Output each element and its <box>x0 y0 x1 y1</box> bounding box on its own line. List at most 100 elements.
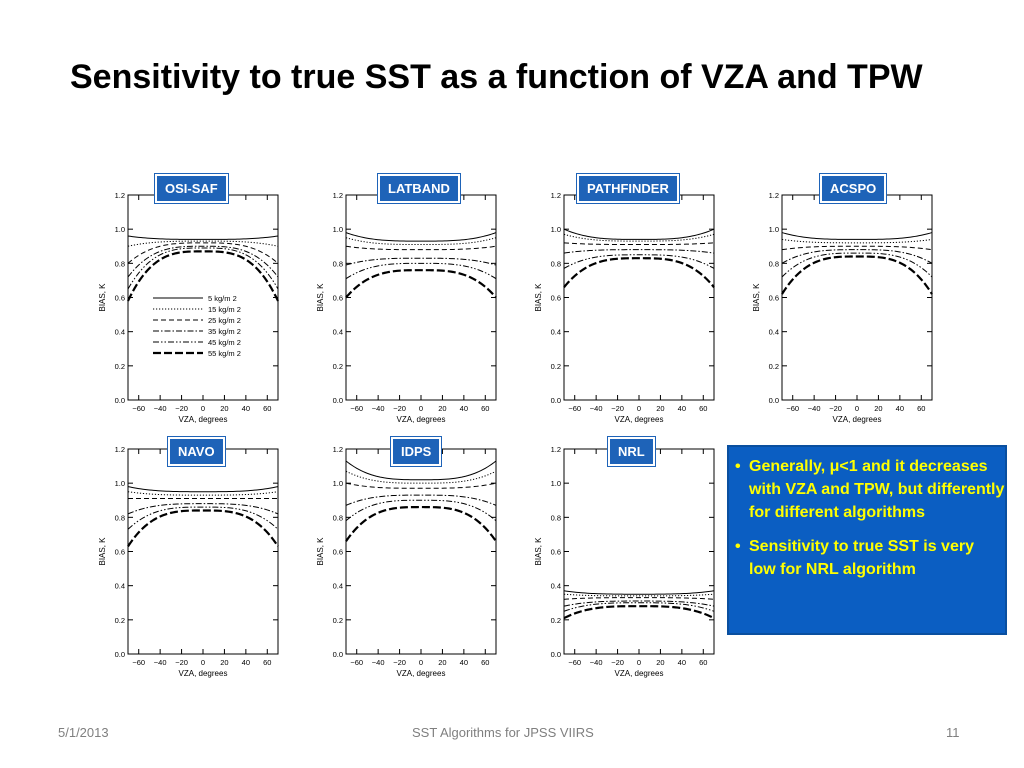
x-tick-label: −60 <box>568 658 581 667</box>
x-tick-label: −60 <box>132 404 145 413</box>
series-line-1 <box>127 486 279 493</box>
chart-svg: 0.0 0.2 0.4 0.6 0.8 1.0 1.2 −60 −40 −20 0 20 40 60 VZA… <box>534 445 715 678</box>
summary-box: • Generally, μ<1 and it decreases with V… <box>727 445 1007 635</box>
x-tick-label: 0 <box>419 404 423 413</box>
series-line-2 <box>127 491 279 496</box>
series-line-5 <box>563 254 715 269</box>
y-tick-label: 1.2 <box>769 191 779 200</box>
legend-label: 45 kg/m 2 <box>208 338 241 347</box>
series-line-4 <box>563 600 715 607</box>
y-tick-label: 0.8 <box>115 513 125 522</box>
chart-osi-saf: 0.0 0.2 0.4 0.6 0.8 1.0 1.2 −60 −40 −20 0 20 40 60 VZA… <box>96 185 286 425</box>
y-tick-label: 0.8 <box>115 259 125 268</box>
chart-svg: 0.0 0.2 0.4 0.6 0.8 1.0 1.2 −60 −40 −20 0 20 40 60 VZA… <box>98 191 279 424</box>
series-line-6 <box>781 255 933 295</box>
x-axis-label: VZA, degrees <box>397 415 446 424</box>
chart-svg: 0.0 0.2 0.4 0.6 0.8 1.0 1.2 −60 −40 −20 0 20 40 60 VZA… <box>752 191 933 424</box>
x-tick-label: −60 <box>350 658 363 667</box>
x-tick-label: −40 <box>808 404 821 413</box>
y-tick-label: 0.6 <box>769 294 779 303</box>
x-tick-label: −20 <box>611 404 624 413</box>
x-tick-label: −40 <box>154 658 167 667</box>
y-tick-label: 1.2 <box>115 191 125 200</box>
x-tick-label: 20 <box>656 404 664 413</box>
y-tick-label: 0.4 <box>333 582 343 591</box>
series-line-3 <box>563 597 715 600</box>
x-tick-label: 40 <box>678 658 686 667</box>
y-axis-label: BIAS, K <box>98 283 107 312</box>
series-line-4 <box>345 257 497 266</box>
series-line-2 <box>563 593 715 597</box>
chart-svg: 0.0 0.2 0.4 0.6 0.8 1.0 1.2 −60 −40 −20 0 20 40 60 VZA… <box>534 191 715 424</box>
x-tick-label: 40 <box>896 404 904 413</box>
series-line-2 <box>345 470 497 484</box>
x-tick-label: 40 <box>460 404 468 413</box>
x-tick-label: 40 <box>678 404 686 413</box>
y-tick-label: 0.8 <box>333 259 343 268</box>
chart-pathfinder: 0.0 0.2 0.4 0.6 0.8 1.0 1.2 −60 −40 −20 0 20 40 60 VZA… <box>532 185 722 425</box>
series-line-5 <box>563 602 715 612</box>
legend-label: 15 kg/m 2 <box>208 305 241 314</box>
x-axis-label: VZA, degrees <box>397 669 446 678</box>
x-tick-label: 40 <box>242 658 250 667</box>
x-tick-label: 40 <box>460 658 468 667</box>
tag-pathfinder: PATHFINDER <box>577 174 679 203</box>
y-tick-label: 0.4 <box>115 328 125 337</box>
legend-label: 55 kg/m 2 <box>208 349 241 358</box>
tag-latband: LATBAND <box>378 174 460 203</box>
chart-svg: 0.0 0.2 0.4 0.6 0.8 1.0 1.2 −60 −40 −20 0 20 40 60 VZA… <box>316 445 497 678</box>
y-tick-label: 0.2 <box>115 616 125 625</box>
x-tick-label: 0 <box>419 658 423 667</box>
tag-idps: IDPS <box>391 437 442 466</box>
series-line-4 <box>563 249 715 254</box>
chart-navo: 0.0 0.2 0.4 0.6 0.8 1.0 1.2 −60 −40 −20 0 20 40 60 VZA… <box>96 439 286 679</box>
series-line-6 <box>563 605 715 620</box>
y-tick-label: 0.6 <box>551 294 561 303</box>
series-line-6 <box>563 257 715 288</box>
chart-acspo: 0.0 0.2 0.4 0.6 0.8 1.0 1.2 −60 −40 −20 0 20 40 60 VZA… <box>750 185 940 425</box>
y-tick-label: 0.8 <box>551 259 561 268</box>
y-tick-label: 0.0 <box>551 396 561 405</box>
legend-label: 5 kg/m 2 <box>208 294 237 303</box>
x-tick-label: 60 <box>917 404 925 413</box>
chart-latband: 0.0 0.2 0.4 0.6 0.8 1.0 1.2 −60 −40 −20 0 20 40 60 VZA… <box>314 185 504 425</box>
x-axis-label: VZA, degrees <box>179 415 228 424</box>
series-line-2 <box>127 240 279 247</box>
y-axis-label: BIAS, K <box>534 283 543 312</box>
x-tick-label: 60 <box>481 658 489 667</box>
y-tick-label: 0.0 <box>769 396 779 405</box>
chart-svg: 0.0 0.2 0.4 0.6 0.8 1.0 1.2 −60 −40 −20 0 20 40 60 VZA… <box>316 191 497 424</box>
y-tick-label: 1.0 <box>115 225 125 234</box>
series-line-1 <box>563 590 715 595</box>
series-line-5 <box>781 252 933 278</box>
series-line-1 <box>781 232 933 240</box>
series-line-2 <box>781 238 933 244</box>
x-tick-label: −20 <box>175 404 188 413</box>
y-tick-label: 1.0 <box>333 225 343 234</box>
x-tick-label: −60 <box>350 404 363 413</box>
plot-frame <box>781 194 933 401</box>
y-tick-label: 0.2 <box>769 362 779 371</box>
x-tick-label: −20 <box>611 658 624 667</box>
series-line-1 <box>345 460 497 481</box>
x-tick-label: 60 <box>699 658 707 667</box>
x-tick-label: 20 <box>220 658 228 667</box>
y-tick-label: 0.6 <box>551 548 561 557</box>
x-tick-label: 0 <box>201 658 205 667</box>
x-tick-label: 0 <box>855 404 859 413</box>
y-axis-label: BIAS, K <box>752 283 761 312</box>
x-tick-label: 0 <box>637 404 641 413</box>
series-line-6 <box>127 250 279 302</box>
y-tick-label: 1.0 <box>551 479 561 488</box>
series-line-1 <box>345 232 497 242</box>
y-tick-label: 0.8 <box>551 513 561 522</box>
plot-frame <box>345 448 497 655</box>
tag-osi-saf: OSI-SAF <box>155 174 228 203</box>
x-tick-label: −20 <box>829 404 842 413</box>
y-tick-label: 0.4 <box>769 328 779 337</box>
x-axis-label: VZA, degrees <box>615 415 664 424</box>
y-tick-label: 0.0 <box>115 396 125 405</box>
x-tick-label: 60 <box>263 404 271 413</box>
footer-date: 5/1/2013 <box>58 725 109 740</box>
x-tick-label: −60 <box>786 404 799 413</box>
